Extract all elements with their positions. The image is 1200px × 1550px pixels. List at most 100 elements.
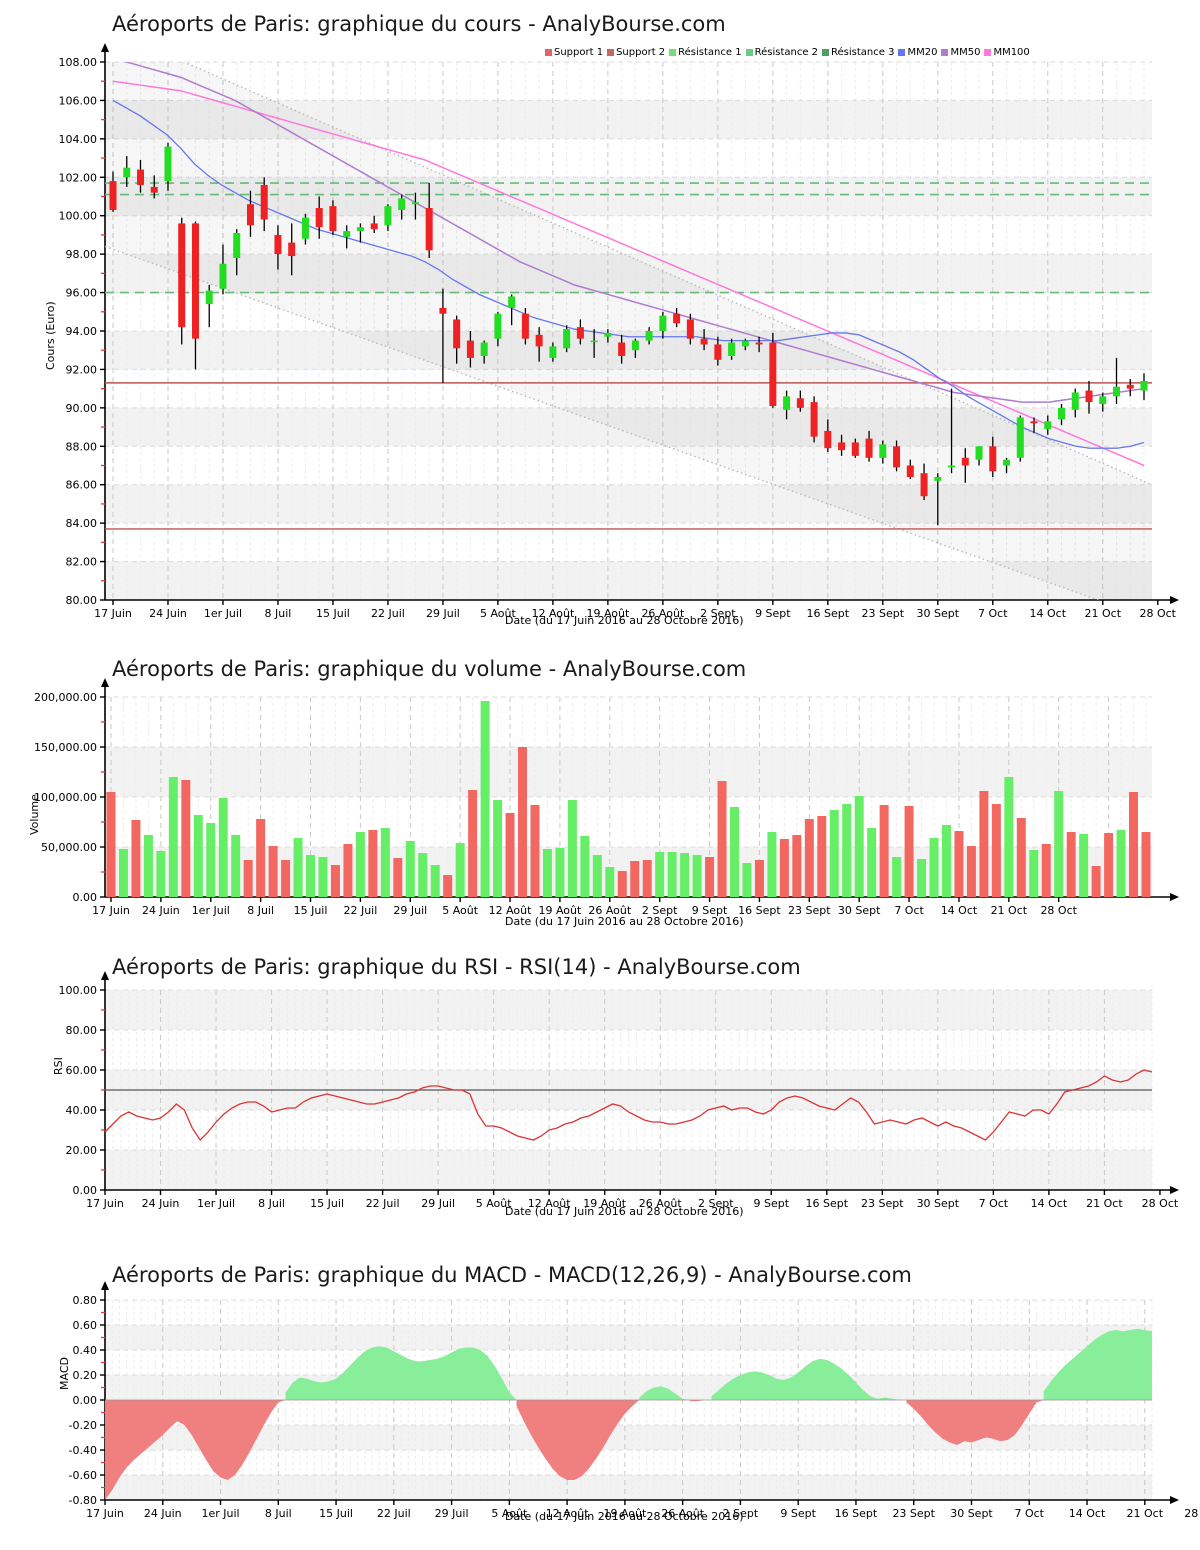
candlestick[interactable] bbox=[865, 430, 873, 462]
candlestick[interactable] bbox=[370, 215, 378, 234]
volume-bar[interactable] bbox=[131, 820, 141, 897]
volume-bar[interactable] bbox=[1116, 830, 1126, 897]
volume-chart-canvas[interactable]: 0.00 50,000.00 100,000.00 150,000.00 200,000… bbox=[0, 645, 1200, 945]
candlestick[interactable] bbox=[288, 223, 296, 276]
volume-bar[interactable] bbox=[318, 857, 328, 897]
legend-item[interactable]: MM50 bbox=[941, 47, 980, 59]
volume-bar[interactable] bbox=[243, 860, 253, 897]
legend-item[interactable]: Support 1 bbox=[545, 47, 603, 59]
volume-bar[interactable] bbox=[1004, 777, 1014, 897]
volume-bar[interactable] bbox=[966, 846, 976, 897]
volume-bar[interactable] bbox=[218, 798, 228, 897]
candlestick[interactable] bbox=[466, 331, 474, 368]
volume-bar[interactable] bbox=[393, 858, 403, 897]
volume-bar[interactable] bbox=[630, 861, 640, 897]
candlestick[interactable] bbox=[439, 288, 447, 383]
candlestick[interactable] bbox=[631, 338, 639, 358]
rsi-chart-canvas[interactable]: 0.00 20.00 40.00 60.00 80.00 100.00 17 Juin 24 … bbox=[0, 945, 1200, 1245]
volume-bar[interactable] bbox=[954, 831, 964, 897]
volume-bar[interactable] bbox=[193, 815, 203, 897]
volume-bar[interactable] bbox=[443, 875, 453, 897]
volume-bar[interactable] bbox=[530, 805, 540, 897]
price-chart-canvas[interactable]: 80.00 82.00 84.00 86.00 88.00 90.00 92.00 94.00… bbox=[0, 0, 1200, 645]
candlestick[interactable] bbox=[150, 175, 158, 199]
volume-bar[interactable] bbox=[929, 838, 939, 897]
candlestick[interactable] bbox=[755, 336, 763, 353]
candlestick[interactable] bbox=[191, 221, 199, 370]
candlestick[interactable] bbox=[508, 294, 516, 326]
volume-bar[interactable] bbox=[1066, 832, 1076, 897]
volume-bar[interactable] bbox=[567, 800, 577, 897]
volume-bar[interactable] bbox=[804, 819, 814, 897]
volume-bar[interactable] bbox=[667, 852, 677, 897]
volume-bar[interactable] bbox=[1029, 850, 1039, 897]
candlestick[interactable] bbox=[356, 223, 364, 243]
volume-bar[interactable] bbox=[418, 853, 428, 897]
candlestick[interactable] bbox=[879, 440, 887, 464]
candlestick[interactable] bbox=[1140, 373, 1148, 401]
volume-bar[interactable] bbox=[430, 865, 440, 897]
volume-bar[interactable] bbox=[206, 823, 216, 897]
volume-bar[interactable] bbox=[542, 849, 552, 897]
volume-bar[interactable] bbox=[1104, 833, 1114, 897]
candlestick[interactable] bbox=[989, 436, 997, 478]
candlestick[interactable] bbox=[233, 229, 241, 276]
candlestick[interactable] bbox=[1044, 415, 1052, 435]
volume-bar[interactable] bbox=[717, 781, 727, 897]
candlestick[interactable] bbox=[219, 244, 227, 295]
candlestick[interactable] bbox=[714, 336, 722, 366]
candlestick[interactable] bbox=[1030, 417, 1038, 433]
volume-bar[interactable] bbox=[892, 857, 902, 897]
candlestick[interactable] bbox=[425, 183, 433, 258]
volume-bar[interactable] bbox=[854, 796, 864, 897]
legend-item[interactable]: MM100 bbox=[984, 47, 1030, 59]
candlestick[interactable] bbox=[659, 311, 667, 339]
volume-bar[interactable] bbox=[118, 849, 128, 897]
candlestick[interactable] bbox=[961, 448, 969, 483]
candlestick[interactable] bbox=[549, 342, 557, 362]
volume-bar[interactable] bbox=[268, 846, 278, 897]
candlestick[interactable] bbox=[1058, 404, 1066, 426]
candlestick[interactable] bbox=[535, 327, 543, 362]
candlestick[interactable] bbox=[686, 313, 694, 345]
volume-bar[interactable] bbox=[730, 807, 739, 897]
candlestick[interactable] bbox=[838, 434, 846, 456]
candlestick[interactable] bbox=[494, 311, 502, 347]
volume-bar[interactable] bbox=[917, 859, 927, 897]
volume-bar[interactable] bbox=[904, 806, 914, 897]
legend-item[interactable]: Support 2 bbox=[607, 47, 665, 59]
volume-bar[interactable] bbox=[518, 747, 527, 897]
volume-bar[interactable] bbox=[293, 838, 303, 897]
volume-bar[interactable] bbox=[480, 701, 490, 897]
volume-bar[interactable] bbox=[655, 852, 665, 897]
candlestick[interactable] bbox=[975, 446, 983, 466]
volume-bar[interactable] bbox=[1041, 844, 1051, 897]
volume-bar[interactable] bbox=[817, 816, 827, 897]
volume-bar[interactable] bbox=[231, 835, 241, 897]
volume-bar[interactable] bbox=[742, 863, 752, 897]
volume-bar[interactable] bbox=[1129, 792, 1139, 897]
volume-bar[interactable] bbox=[555, 848, 565, 897]
volume-bar[interactable] bbox=[281, 860, 291, 897]
candlestick[interactable] bbox=[343, 225, 351, 249]
candlestick[interactable] bbox=[769, 332, 777, 408]
volume-bar[interactable] bbox=[867, 828, 877, 897]
candlestick[interactable] bbox=[315, 196, 323, 239]
volume-bar[interactable] bbox=[256, 819, 266, 897]
candlestick[interactable] bbox=[920, 463, 928, 501]
volume-bar[interactable] bbox=[692, 855, 702, 897]
legend-item[interactable]: Résistance 1 bbox=[669, 47, 742, 59]
candlestick[interactable] bbox=[700, 329, 708, 351]
volume-bar[interactable] bbox=[106, 792, 116, 897]
volume-bar[interactable] bbox=[605, 867, 615, 897]
volume-bar[interactable] bbox=[468, 790, 478, 897]
candlestick[interactable] bbox=[384, 204, 392, 232]
volume-bar[interactable] bbox=[405, 841, 415, 897]
candlestick[interactable] bbox=[824, 419, 832, 453]
candlestick[interactable] bbox=[301, 213, 309, 245]
candlestick[interactable] bbox=[164, 142, 172, 191]
volume-bar[interactable] bbox=[306, 855, 316, 897]
volume-bar[interactable] bbox=[1091, 866, 1101, 897]
volume-bar[interactable] bbox=[754, 860, 764, 897]
volume-bar[interactable] bbox=[879, 805, 889, 897]
